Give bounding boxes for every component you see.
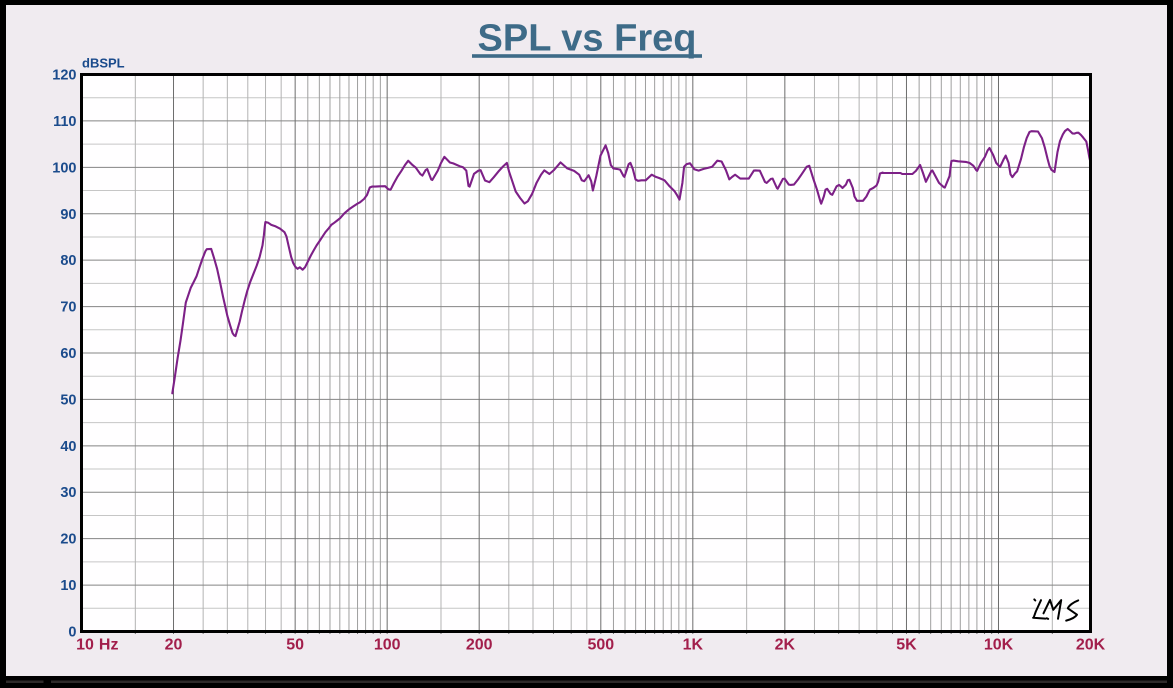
svg-text:60: 60	[60, 346, 76, 362]
svg-text:1K: 1K	[683, 637, 704, 654]
svg-text:10: 10	[60, 578, 76, 594]
svg-text:2K: 2K	[775, 637, 796, 654]
svg-text:100: 100	[52, 160, 76, 176]
svg-text:80: 80	[60, 253, 76, 269]
svg-text:100: 100	[374, 637, 401, 654]
svg-text:200: 200	[466, 637, 493, 654]
svg-text:40: 40	[60, 439, 76, 455]
svg-text:0: 0	[68, 625, 76, 641]
svg-text:90: 90	[60, 207, 76, 223]
svg-text:50: 50	[60, 392, 76, 408]
svg-text:20: 20	[165, 637, 183, 654]
svg-text:70: 70	[60, 300, 76, 316]
svg-text:Hz: Hz	[99, 637, 119, 654]
svg-text:10K: 10K	[984, 637, 1014, 654]
svg-text:SPL vs Freq: SPL vs Freq	[478, 18, 697, 60]
svg-text:5K: 5K	[896, 637, 917, 654]
svg-text:10: 10	[76, 637, 94, 654]
svg-text:500: 500	[587, 637, 614, 654]
svg-text:20: 20	[60, 532, 76, 548]
svg-text:120: 120	[52, 68, 76, 84]
svg-text:110: 110	[53, 114, 76, 130]
svg-text:20K: 20K	[1076, 637, 1106, 654]
svg-text:50: 50	[286, 637, 304, 654]
svg-text:30: 30	[60, 485, 76, 501]
svg-text:dBSPL: dBSPL	[82, 56, 125, 71]
